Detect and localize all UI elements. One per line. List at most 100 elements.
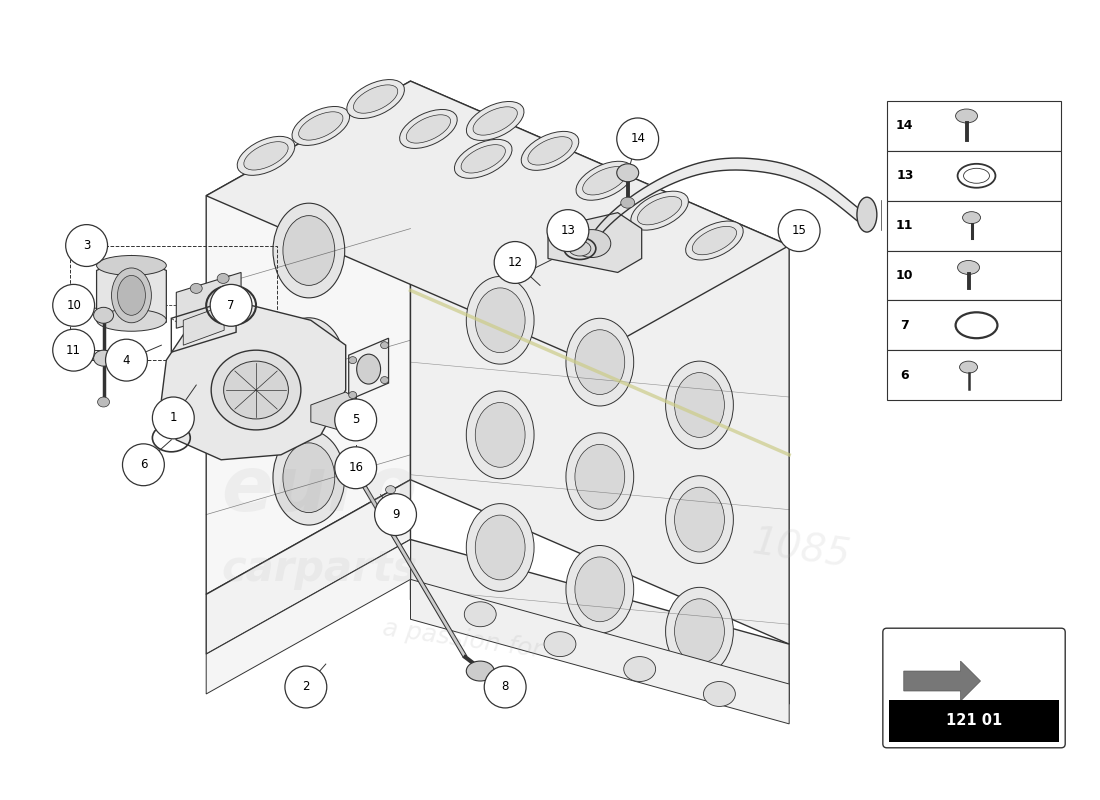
Ellipse shape (475, 288, 525, 353)
Bar (887, 350, 1062, 400)
Ellipse shape (356, 354, 381, 384)
Ellipse shape (583, 166, 627, 195)
Circle shape (334, 399, 376, 441)
Text: 15: 15 (792, 224, 806, 237)
Text: 10: 10 (896, 269, 913, 282)
Polygon shape (410, 579, 789, 724)
Ellipse shape (399, 110, 458, 149)
Circle shape (334, 447, 376, 489)
Ellipse shape (94, 350, 113, 366)
Circle shape (778, 210, 821, 251)
Polygon shape (176, 273, 241, 328)
Ellipse shape (461, 145, 505, 173)
Ellipse shape (190, 283, 202, 294)
Ellipse shape (576, 162, 634, 200)
Ellipse shape (349, 391, 356, 398)
Polygon shape (97, 255, 166, 322)
Text: 7: 7 (901, 318, 909, 332)
Ellipse shape (630, 191, 689, 230)
Polygon shape (206, 480, 410, 654)
Ellipse shape (466, 277, 535, 364)
Ellipse shape (958, 261, 979, 274)
Ellipse shape (381, 342, 388, 349)
Ellipse shape (273, 430, 344, 525)
Ellipse shape (857, 198, 877, 232)
Text: 12: 12 (507, 256, 522, 269)
Ellipse shape (466, 661, 494, 681)
Ellipse shape (569, 241, 591, 256)
Ellipse shape (575, 557, 625, 622)
Text: 5: 5 (352, 414, 360, 426)
Ellipse shape (238, 136, 295, 175)
Ellipse shape (674, 487, 725, 552)
Text: 3: 3 (82, 239, 90, 252)
Ellipse shape (528, 137, 572, 165)
Ellipse shape (565, 318, 634, 406)
Text: 6: 6 (140, 458, 147, 471)
Ellipse shape (962, 212, 980, 224)
Ellipse shape (624, 657, 656, 682)
Ellipse shape (475, 515, 525, 580)
Ellipse shape (466, 391, 535, 478)
Bar (887, 101, 1062, 151)
Circle shape (285, 666, 327, 708)
Ellipse shape (386, 486, 396, 494)
Ellipse shape (964, 168, 990, 183)
Ellipse shape (292, 106, 350, 146)
Text: 8: 8 (502, 681, 509, 694)
Text: 10: 10 (66, 299, 81, 312)
Circle shape (53, 330, 95, 371)
Ellipse shape (111, 268, 152, 322)
Ellipse shape (565, 433, 634, 521)
Text: 13: 13 (896, 170, 913, 182)
Ellipse shape (349, 357, 356, 364)
Ellipse shape (283, 443, 334, 513)
Circle shape (484, 666, 526, 708)
Ellipse shape (352, 401, 370, 423)
Polygon shape (410, 81, 789, 644)
Text: 1: 1 (169, 411, 177, 425)
Ellipse shape (466, 102, 524, 141)
Text: 11: 11 (66, 344, 81, 357)
Ellipse shape (565, 546, 634, 633)
Circle shape (122, 444, 164, 486)
Bar (887, 300, 1062, 350)
Text: 4: 4 (123, 354, 130, 366)
Ellipse shape (97, 310, 166, 331)
Ellipse shape (217, 274, 229, 283)
Ellipse shape (406, 114, 451, 143)
Ellipse shape (704, 682, 736, 706)
Bar (887, 151, 1062, 201)
Circle shape (106, 339, 147, 381)
Ellipse shape (575, 330, 625, 394)
Text: 11: 11 (896, 219, 913, 232)
Ellipse shape (475, 402, 525, 467)
Ellipse shape (685, 221, 744, 260)
Bar (889, 700, 1059, 742)
Text: 2: 2 (302, 681, 309, 694)
Polygon shape (904, 661, 980, 701)
Bar (887, 250, 1062, 300)
Polygon shape (186, 275, 231, 330)
Bar (887, 201, 1062, 250)
Ellipse shape (211, 350, 301, 430)
Ellipse shape (617, 164, 639, 182)
Ellipse shape (692, 226, 737, 254)
Ellipse shape (223, 361, 288, 419)
Text: euro: euro (221, 453, 417, 526)
Ellipse shape (521, 131, 579, 170)
Text: 14: 14 (630, 133, 646, 146)
Ellipse shape (666, 587, 734, 675)
Circle shape (210, 285, 252, 326)
Text: 13: 13 (561, 224, 575, 237)
Ellipse shape (298, 112, 343, 140)
Polygon shape (311, 392, 361, 432)
Ellipse shape (94, 307, 113, 323)
Circle shape (153, 397, 195, 439)
Ellipse shape (620, 198, 635, 208)
Ellipse shape (273, 203, 344, 298)
Ellipse shape (956, 109, 978, 123)
Polygon shape (349, 338, 388, 400)
Ellipse shape (98, 355, 110, 365)
Ellipse shape (473, 106, 517, 135)
